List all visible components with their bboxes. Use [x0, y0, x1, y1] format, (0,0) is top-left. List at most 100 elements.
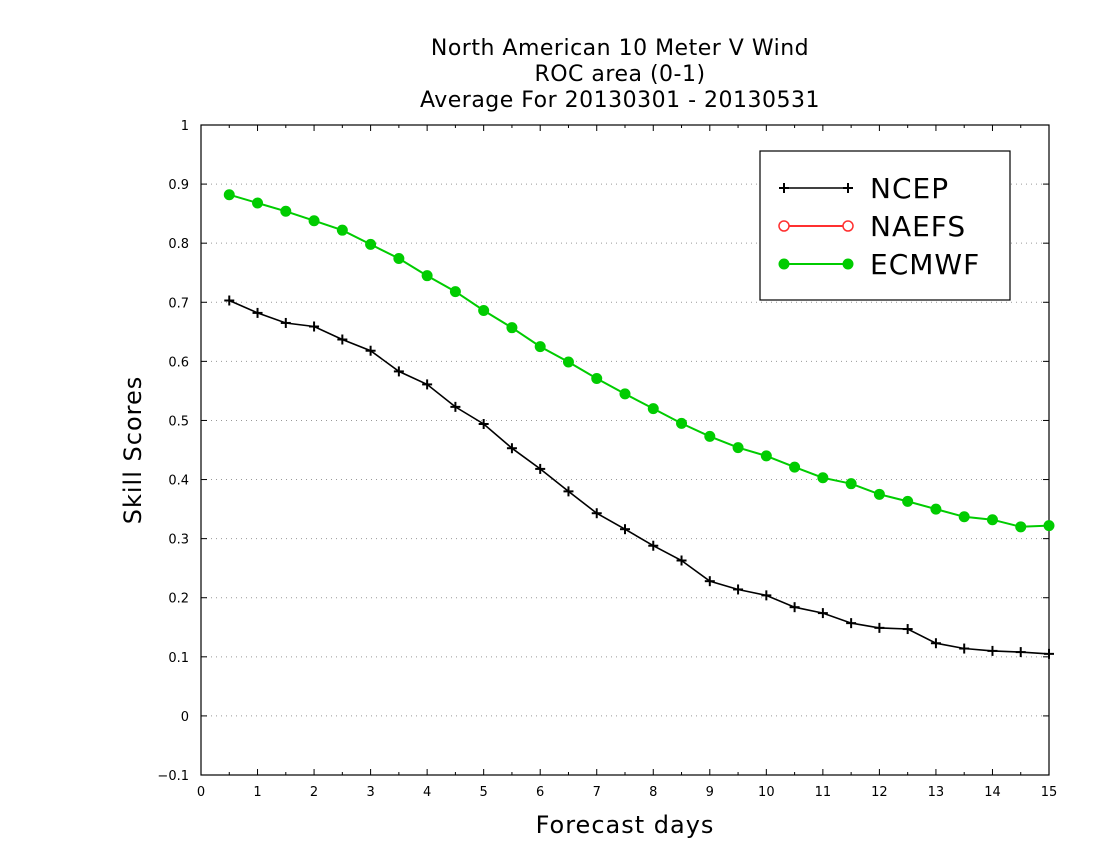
- data-point-ncep: [563, 486, 574, 497]
- data-point-ncep: [987, 645, 998, 656]
- data-point-ecmwf: [1043, 520, 1055, 532]
- data-point-ecmwf: [732, 442, 744, 454]
- data-point-ncep: [1015, 647, 1026, 658]
- data-point-ecmwf: [393, 253, 405, 265]
- series-layer: [223, 189, 1055, 659]
- data-point-ecmwf: [506, 322, 518, 334]
- data-point-ecmwf: [817, 472, 829, 484]
- data-point-ecmwf: [986, 514, 998, 526]
- data-point-ncep: [959, 643, 970, 654]
- x-tick-label: 0: [197, 785, 205, 800]
- data-point-ecmwf: [958, 511, 970, 523]
- data-point-ecmwf: [845, 478, 857, 490]
- series-line-ncep: [228, 299, 1050, 655]
- data-point-ncep: [704, 576, 715, 587]
- x-tick-label: 14: [984, 785, 1001, 800]
- data-point-ncep: [337, 334, 348, 345]
- data-point-ncep: [874, 622, 885, 633]
- x-tick-label: 9: [706, 785, 714, 800]
- legend-item-naefs: NAEFS: [778, 210, 966, 243]
- series-ecmwf: [223, 189, 1055, 533]
- legend-marker: [778, 220, 790, 232]
- data-point-ecmwf: [704, 430, 716, 442]
- data-point-ncep: [309, 321, 320, 332]
- y-tick-label: 0.6: [168, 355, 189, 370]
- legend-marker: [778, 258, 790, 270]
- x-tick-label: 3: [366, 785, 374, 800]
- legend-label: ECMWF: [870, 248, 980, 281]
- x-tick-label: 10: [758, 785, 775, 800]
- x-tick-label: 13: [928, 785, 945, 800]
- y-tick-label: 0.5: [168, 414, 189, 429]
- data-point-ecmwf: [591, 373, 603, 384]
- data-point-ncep: [422, 379, 433, 390]
- data-point-ncep: [224, 295, 235, 306]
- data-point-ncep: [450, 401, 461, 412]
- y-tick-label: 0.7: [168, 296, 189, 311]
- data-point-ncep: [591, 508, 602, 519]
- legend-label: NCEP: [870, 172, 949, 205]
- series-ncep: [224, 295, 1054, 659]
- y-tick-label: 0.2: [168, 592, 189, 607]
- y-tick-label: 0.4: [168, 474, 189, 489]
- data-point-ncep: [761, 590, 772, 601]
- legend: NCEP NAEFS ECMWF: [759, 150, 1011, 301]
- data-point-ecmwf: [449, 286, 461, 298]
- data-point-ecmwf: [223, 189, 235, 201]
- x-tick-label: 5: [480, 785, 488, 800]
- data-point-ecmwf: [902, 495, 914, 507]
- data-point-ecmwf: [336, 224, 348, 236]
- data-point-ncep: [902, 624, 913, 635]
- x-tick-label: 1: [253, 785, 261, 800]
- data-point-ecmwf: [760, 450, 772, 462]
- data-point-ncep: [789, 602, 800, 613]
- data-point-ncep: [733, 584, 744, 595]
- data-point-ncep: [620, 524, 630, 535]
- data-point-ncep: [930, 638, 941, 649]
- chart-title-line-1: North American 10 Meter V Wind: [430, 36, 810, 61]
- data-point-ncep: [252, 307, 263, 318]
- data-point-ecmwf: [930, 503, 942, 515]
- x-axis-title: Forecast days: [536, 811, 715, 839]
- legend-marker: [842, 220, 854, 232]
- data-point-ecmwf: [280, 205, 292, 217]
- chart-title-line-3: Average For 20130301 - 20130531: [419, 88, 821, 113]
- data-point-ncep: [393, 366, 404, 377]
- y-tick-label: 0.8: [168, 237, 189, 252]
- data-point-ncep: [846, 618, 857, 629]
- x-tick-label: 7: [593, 785, 601, 800]
- data-point-ncep: [817, 608, 828, 619]
- x-tick-label: 15: [1041, 785, 1058, 800]
- data-point-ecmwf: [534, 341, 546, 353]
- data-point-ncep: [506, 443, 517, 454]
- x-tick-label: 11: [815, 785, 832, 800]
- x-tick-label: 12: [871, 785, 888, 800]
- legend-item-ecmwf: ECMWF: [778, 248, 980, 281]
- data-point-ecmwf: [619, 388, 631, 400]
- tick-layer: −0.100.10.20.30.40.50.60.70.80.910 1 2 3 4 5 6…: [157, 119, 1057, 800]
- y-tick-label: 0: [181, 710, 189, 725]
- x-tick-label: 4: [423, 785, 431, 800]
- legend-marker: [842, 258, 854, 270]
- y-axis-title: Skill Scores: [119, 376, 147, 525]
- data-point-ncep: [1044, 648, 1054, 659]
- legend-marker: [843, 183, 853, 193]
- data-point-ecmwf: [676, 417, 688, 429]
- data-point-ncep: [535, 463, 546, 474]
- x-tick-label: 8: [649, 785, 657, 800]
- data-point-ncep: [648, 540, 659, 551]
- legend-label: NAEFS: [870, 210, 966, 243]
- data-point-ecmwf: [647, 403, 659, 415]
- data-point-ncep: [676, 555, 687, 566]
- legend-marker: [779, 183, 789, 193]
- data-point-ncep: [280, 317, 291, 328]
- x-tick-label: 6: [536, 785, 544, 800]
- data-point-ecmwf: [789, 461, 801, 473]
- data-point-ecmwf: [365, 238, 377, 250]
- data-point-ncep: [365, 345, 376, 356]
- y-tick-label: 1: [181, 119, 189, 134]
- legend-item-ncep: NCEP: [779, 172, 949, 205]
- data-point-ecmwf: [308, 215, 320, 227]
- data-point-ecmwf: [562, 356, 574, 368]
